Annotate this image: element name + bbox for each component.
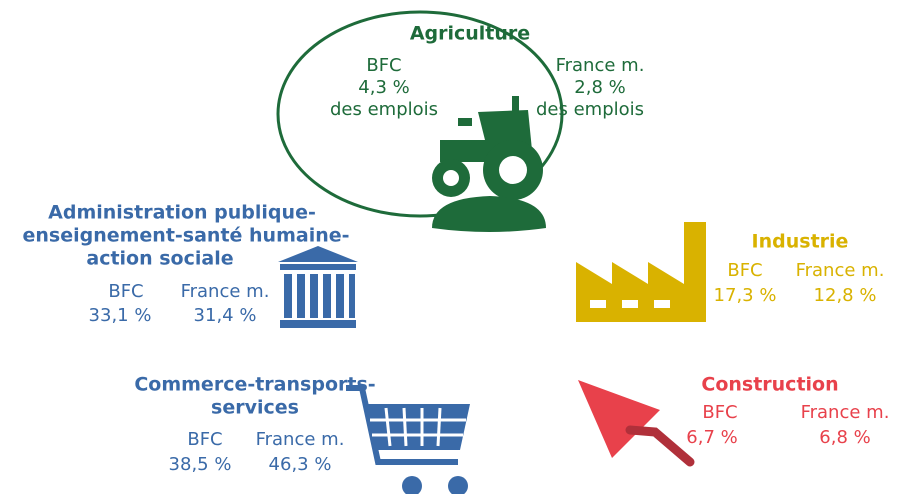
bfc-label: BFC xyxy=(187,429,222,450)
cart-icon xyxy=(346,385,470,494)
bfc-label: BFC xyxy=(108,281,143,302)
france-label: France m. xyxy=(256,429,345,450)
france-value: 6,8 % xyxy=(819,427,870,448)
bfc-value: 4,3 % xyxy=(358,77,409,98)
france-label: France m. xyxy=(801,402,890,423)
bfc-value: 17,3 % xyxy=(714,285,777,306)
sector-title: Commerce-transports- xyxy=(134,374,375,396)
france-label: France m. xyxy=(181,281,270,302)
france-label: France m. xyxy=(556,55,645,76)
france-value: 46,3 % xyxy=(269,454,332,475)
sector-title: services xyxy=(211,397,299,419)
sector-title: Construction xyxy=(701,374,838,396)
sector-title: Industrie xyxy=(752,231,849,253)
bfc-value: 33,1 % xyxy=(89,305,152,326)
tractor-icon xyxy=(432,96,546,232)
france-value: 31,4 % xyxy=(194,305,257,326)
trowel-icon xyxy=(578,380,695,467)
sector-title: action sociale xyxy=(86,248,233,270)
bfc-label: BFC xyxy=(366,55,401,76)
bfc-value: 38,5 % xyxy=(169,454,232,475)
bfc-label: BFC xyxy=(702,402,737,423)
bfc-value: 6,7 % xyxy=(686,427,737,448)
france-label: France m. xyxy=(796,260,885,281)
france-value: 12,8 % xyxy=(814,285,877,306)
france-value: 2,8 % xyxy=(574,77,625,98)
sector-title: Administration publique- xyxy=(48,202,316,224)
sector-title: enseignement-santé humaine- xyxy=(22,225,349,247)
sector-title: Agriculture xyxy=(410,23,530,45)
france-note: des emplois xyxy=(536,99,644,120)
factory-icon xyxy=(576,222,706,322)
bfc-label: BFC xyxy=(727,260,762,281)
temple-icon xyxy=(278,246,358,328)
agriculture-ellipse xyxy=(276,10,564,218)
bfc-note: des emplois xyxy=(330,99,438,120)
